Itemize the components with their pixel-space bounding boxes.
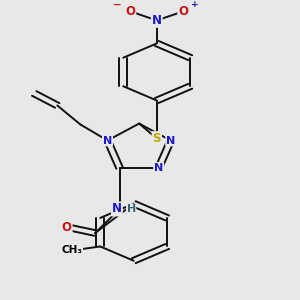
Text: O: O [62,220,72,233]
Text: −: − [113,0,122,10]
Text: N: N [112,202,122,215]
Text: N: N [103,136,112,146]
Text: N: N [154,163,163,173]
Text: O: O [125,5,135,18]
Text: CH₃: CH₃ [61,245,82,256]
Text: N: N [166,136,176,146]
Text: O: O [178,5,188,18]
Text: H: H [127,204,136,214]
Text: +: + [191,0,199,9]
Text: S: S [152,132,161,145]
Text: N: N [152,14,162,27]
